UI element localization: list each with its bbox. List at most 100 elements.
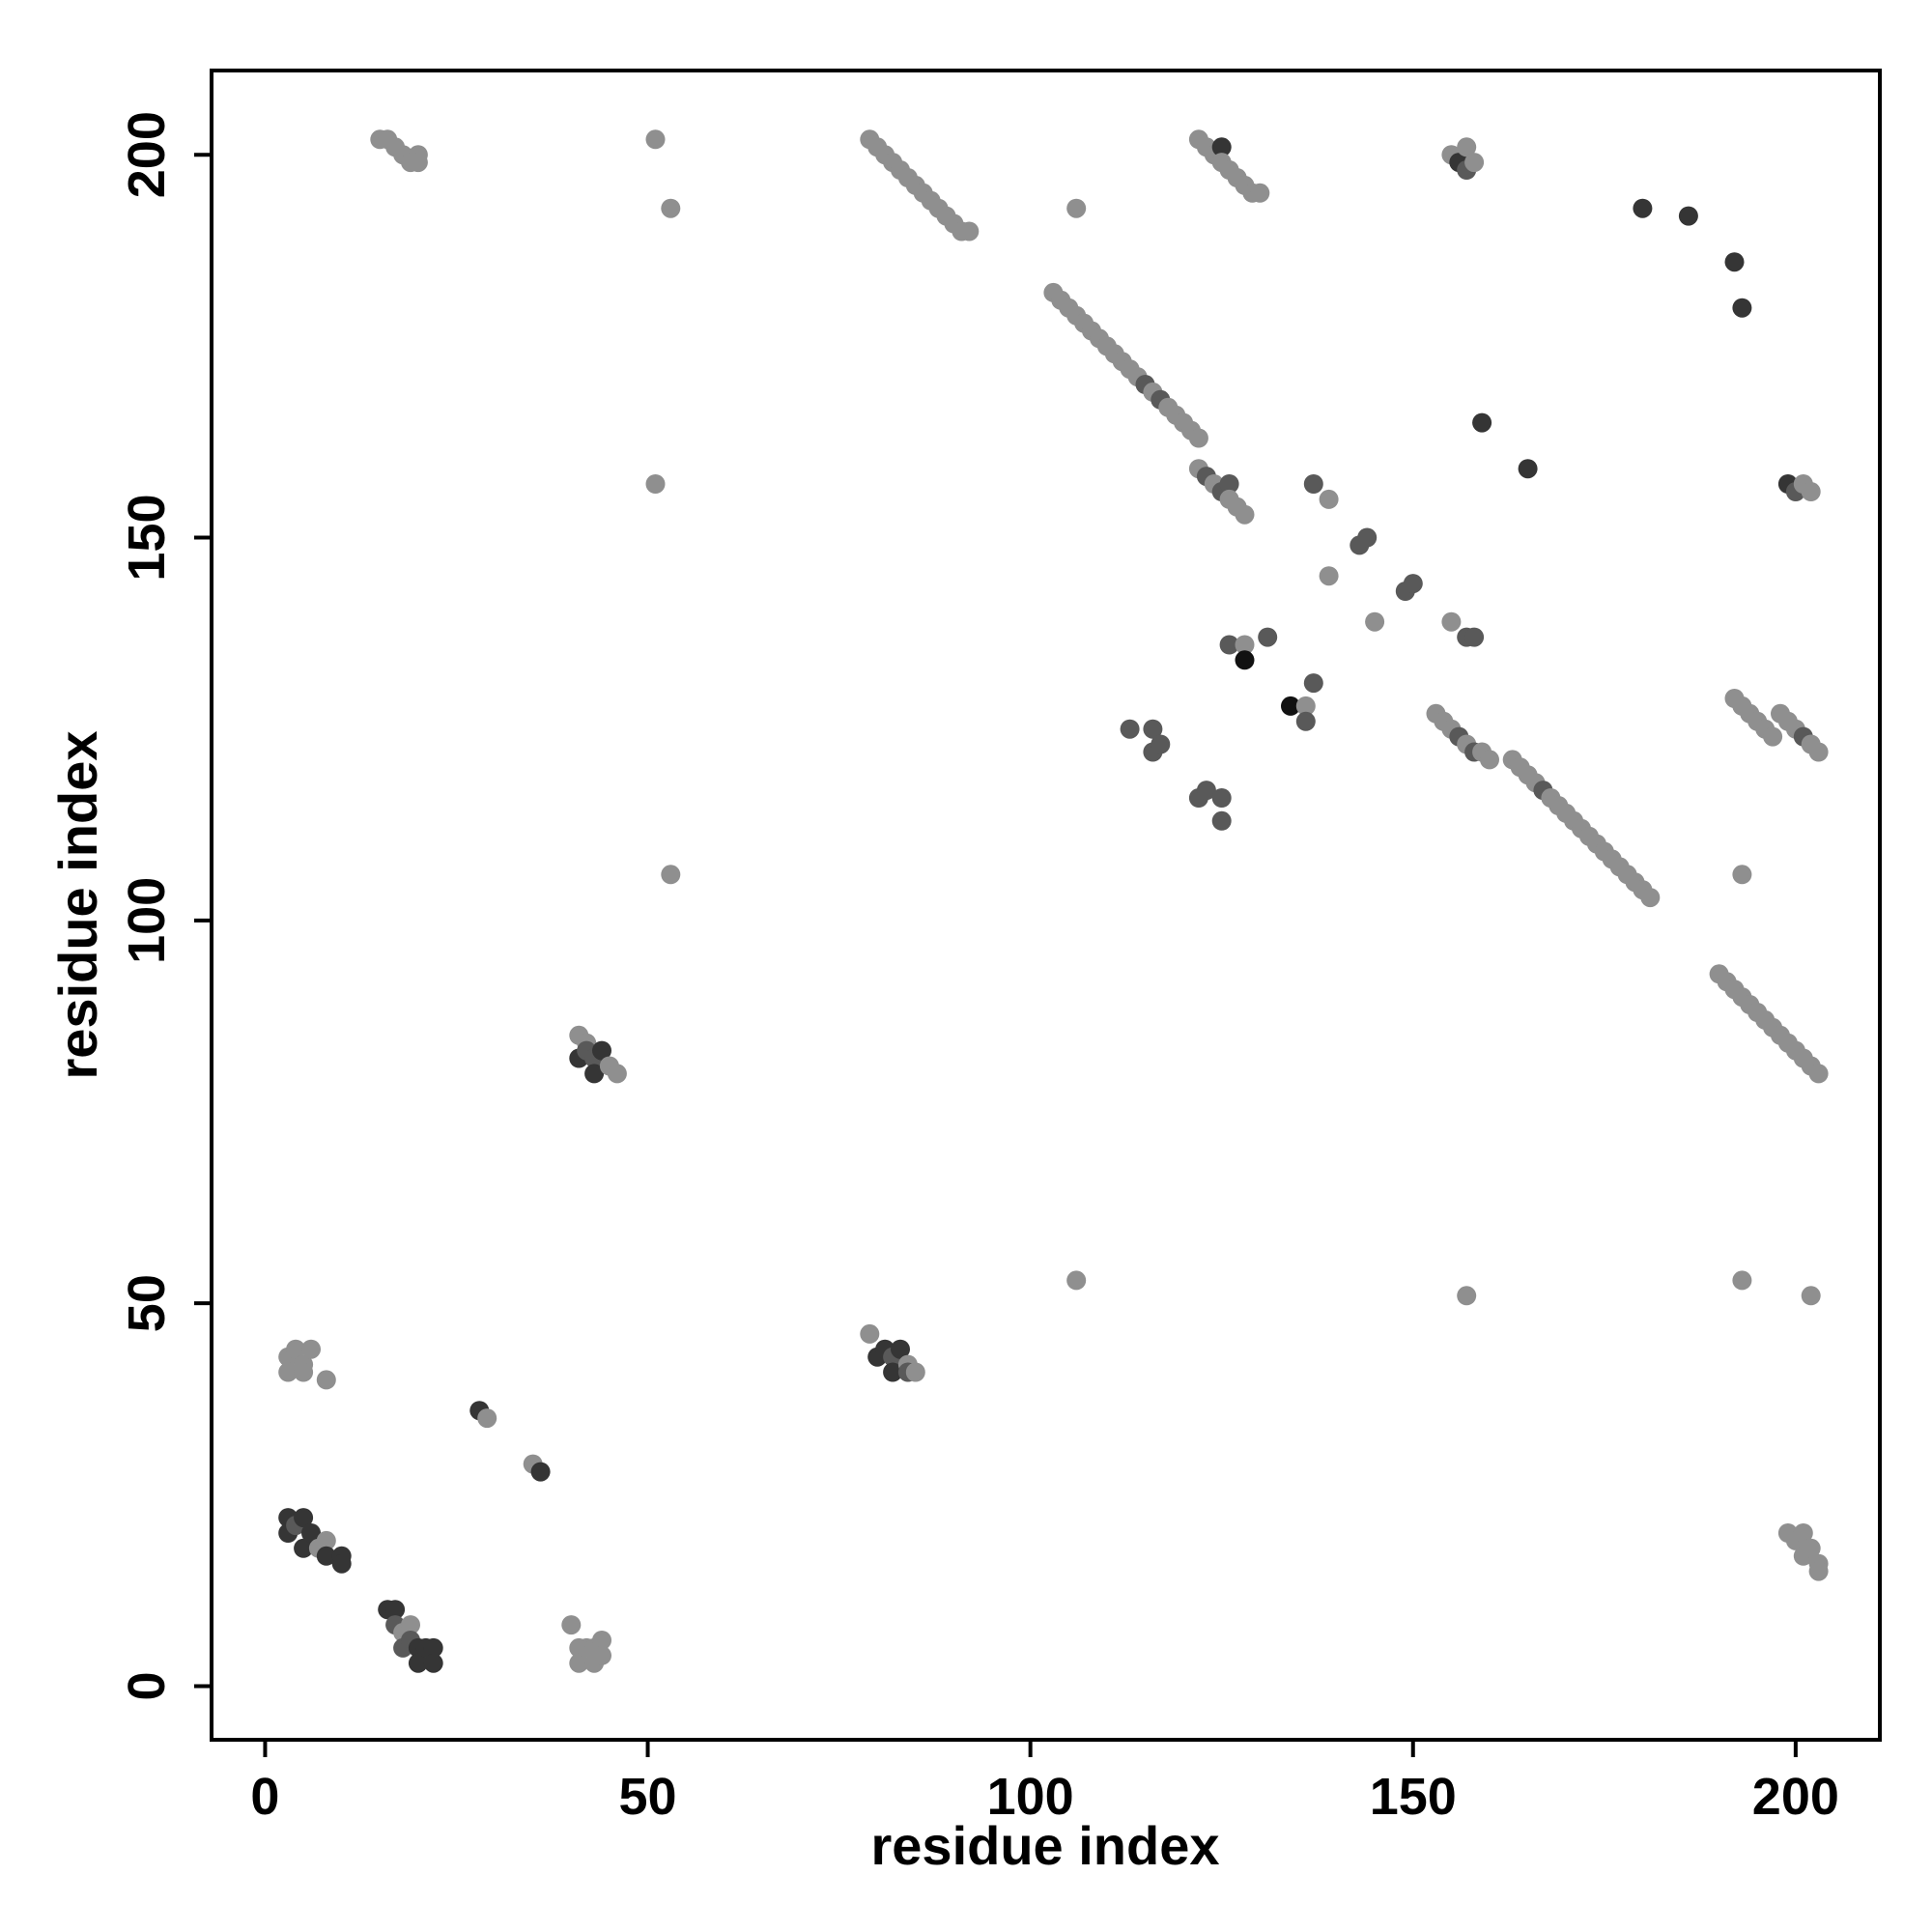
data-point	[1457, 137, 1477, 157]
data-point	[1235, 650, 1255, 670]
data-points	[278, 129, 1829, 1673]
data-point	[1211, 137, 1232, 157]
data-point	[1250, 183, 1270, 203]
data-point	[959, 221, 980, 242]
data-point	[1808, 1064, 1829, 1084]
data-point	[1235, 504, 1255, 525]
data-point	[385, 1600, 406, 1620]
data-point	[408, 1653, 428, 1673]
data-point	[301, 1523, 321, 1543]
data-point	[1281, 696, 1300, 716]
data-point	[1066, 1270, 1087, 1291]
data-point	[423, 1653, 443, 1673]
x-tick-label: 0	[250, 1768, 279, 1826]
y-tick-label: 0	[118, 1671, 176, 1700]
data-point	[592, 1645, 611, 1665]
y-axis-title: residue index	[47, 730, 108, 1079]
data-point	[584, 1064, 605, 1084]
data-point	[860, 1323, 880, 1344]
data-point	[1211, 788, 1232, 808]
x-tick-label: 50	[619, 1768, 677, 1826]
data-point	[1219, 635, 1239, 655]
data-point	[1357, 527, 1378, 548]
data-point	[1319, 489, 1339, 509]
data-point	[1303, 474, 1323, 494]
data-point	[645, 474, 666, 494]
data-point	[294, 1508, 314, 1528]
data-point	[1120, 719, 1140, 739]
y-axis: 0 50 100 150 200	[118, 111, 212, 1701]
data-point	[294, 1538, 314, 1558]
data-point	[592, 1631, 611, 1650]
data-point	[331, 1553, 352, 1574]
data-point	[1295, 711, 1316, 731]
data-point	[1763, 726, 1783, 747]
data-point	[408, 153, 428, 173]
data-point	[1678, 206, 1698, 226]
data-point	[1640, 888, 1661, 908]
data-point	[1403, 574, 1423, 594]
data-point	[1219, 474, 1239, 494]
data-point	[1808, 1561, 1829, 1581]
plot-frame	[210, 69, 1882, 1742]
y-tick-label: 200	[118, 111, 176, 198]
data-point	[883, 1362, 903, 1382]
data-point	[1066, 198, 1087, 218]
x-axis: 0 50 100 150 200	[250, 1740, 1839, 1826]
data-point	[569, 1653, 589, 1673]
data-point	[1633, 198, 1653, 218]
data-point	[1793, 1523, 1813, 1543]
x-tick-label: 200	[1752, 1768, 1839, 1826]
data-point	[1143, 719, 1163, 739]
data-point	[477, 1408, 497, 1429]
data-point	[1319, 566, 1339, 586]
data-point	[316, 1546, 336, 1566]
data-point	[592, 1040, 611, 1061]
data-point	[278, 1362, 298, 1382]
data-point	[1801, 482, 1821, 501]
data-point	[1188, 428, 1208, 448]
x-axis-title: residue index	[870, 1815, 1219, 1876]
data-point	[1480, 750, 1499, 770]
data-point	[316, 1530, 336, 1550]
data-point	[1464, 153, 1485, 173]
data-point	[423, 1637, 443, 1658]
x-tick-label: 150	[1370, 1768, 1457, 1826]
data-point	[661, 865, 681, 885]
data-point	[1457, 1286, 1477, 1306]
data-point	[1441, 611, 1462, 632]
data-point	[1151, 734, 1171, 754]
data-point	[1303, 673, 1323, 694]
data-point	[1808, 742, 1829, 762]
data-point	[905, 1362, 925, 1382]
data-point	[294, 1362, 314, 1382]
y-tick-label: 150	[118, 494, 176, 581]
data-point	[561, 1615, 582, 1635]
data-point	[1801, 1286, 1821, 1306]
data-point	[401, 1615, 420, 1635]
data-point	[1295, 696, 1316, 716]
data-point	[645, 129, 666, 150]
data-point	[1235, 635, 1255, 655]
data-point	[1801, 1538, 1821, 1558]
data-point	[1196, 781, 1216, 801]
x-tick-label: 100	[987, 1768, 1074, 1826]
data-point	[301, 1339, 321, 1359]
data-point	[1365, 611, 1385, 632]
data-point	[530, 1462, 551, 1482]
data-point	[607, 1064, 627, 1084]
data-point	[1464, 627, 1485, 647]
data-point	[1732, 1270, 1752, 1291]
data-point	[1724, 252, 1745, 272]
y-tick-label: 100	[118, 877, 176, 964]
data-point	[891, 1339, 910, 1359]
data-point	[1518, 459, 1538, 479]
data-point	[1732, 865, 1752, 885]
data-point	[1211, 810, 1232, 831]
data-point	[1258, 627, 1278, 647]
data-point	[316, 1370, 336, 1390]
data-point	[1472, 412, 1492, 433]
data-point	[286, 1339, 306, 1359]
data-point	[1732, 298, 1752, 318]
